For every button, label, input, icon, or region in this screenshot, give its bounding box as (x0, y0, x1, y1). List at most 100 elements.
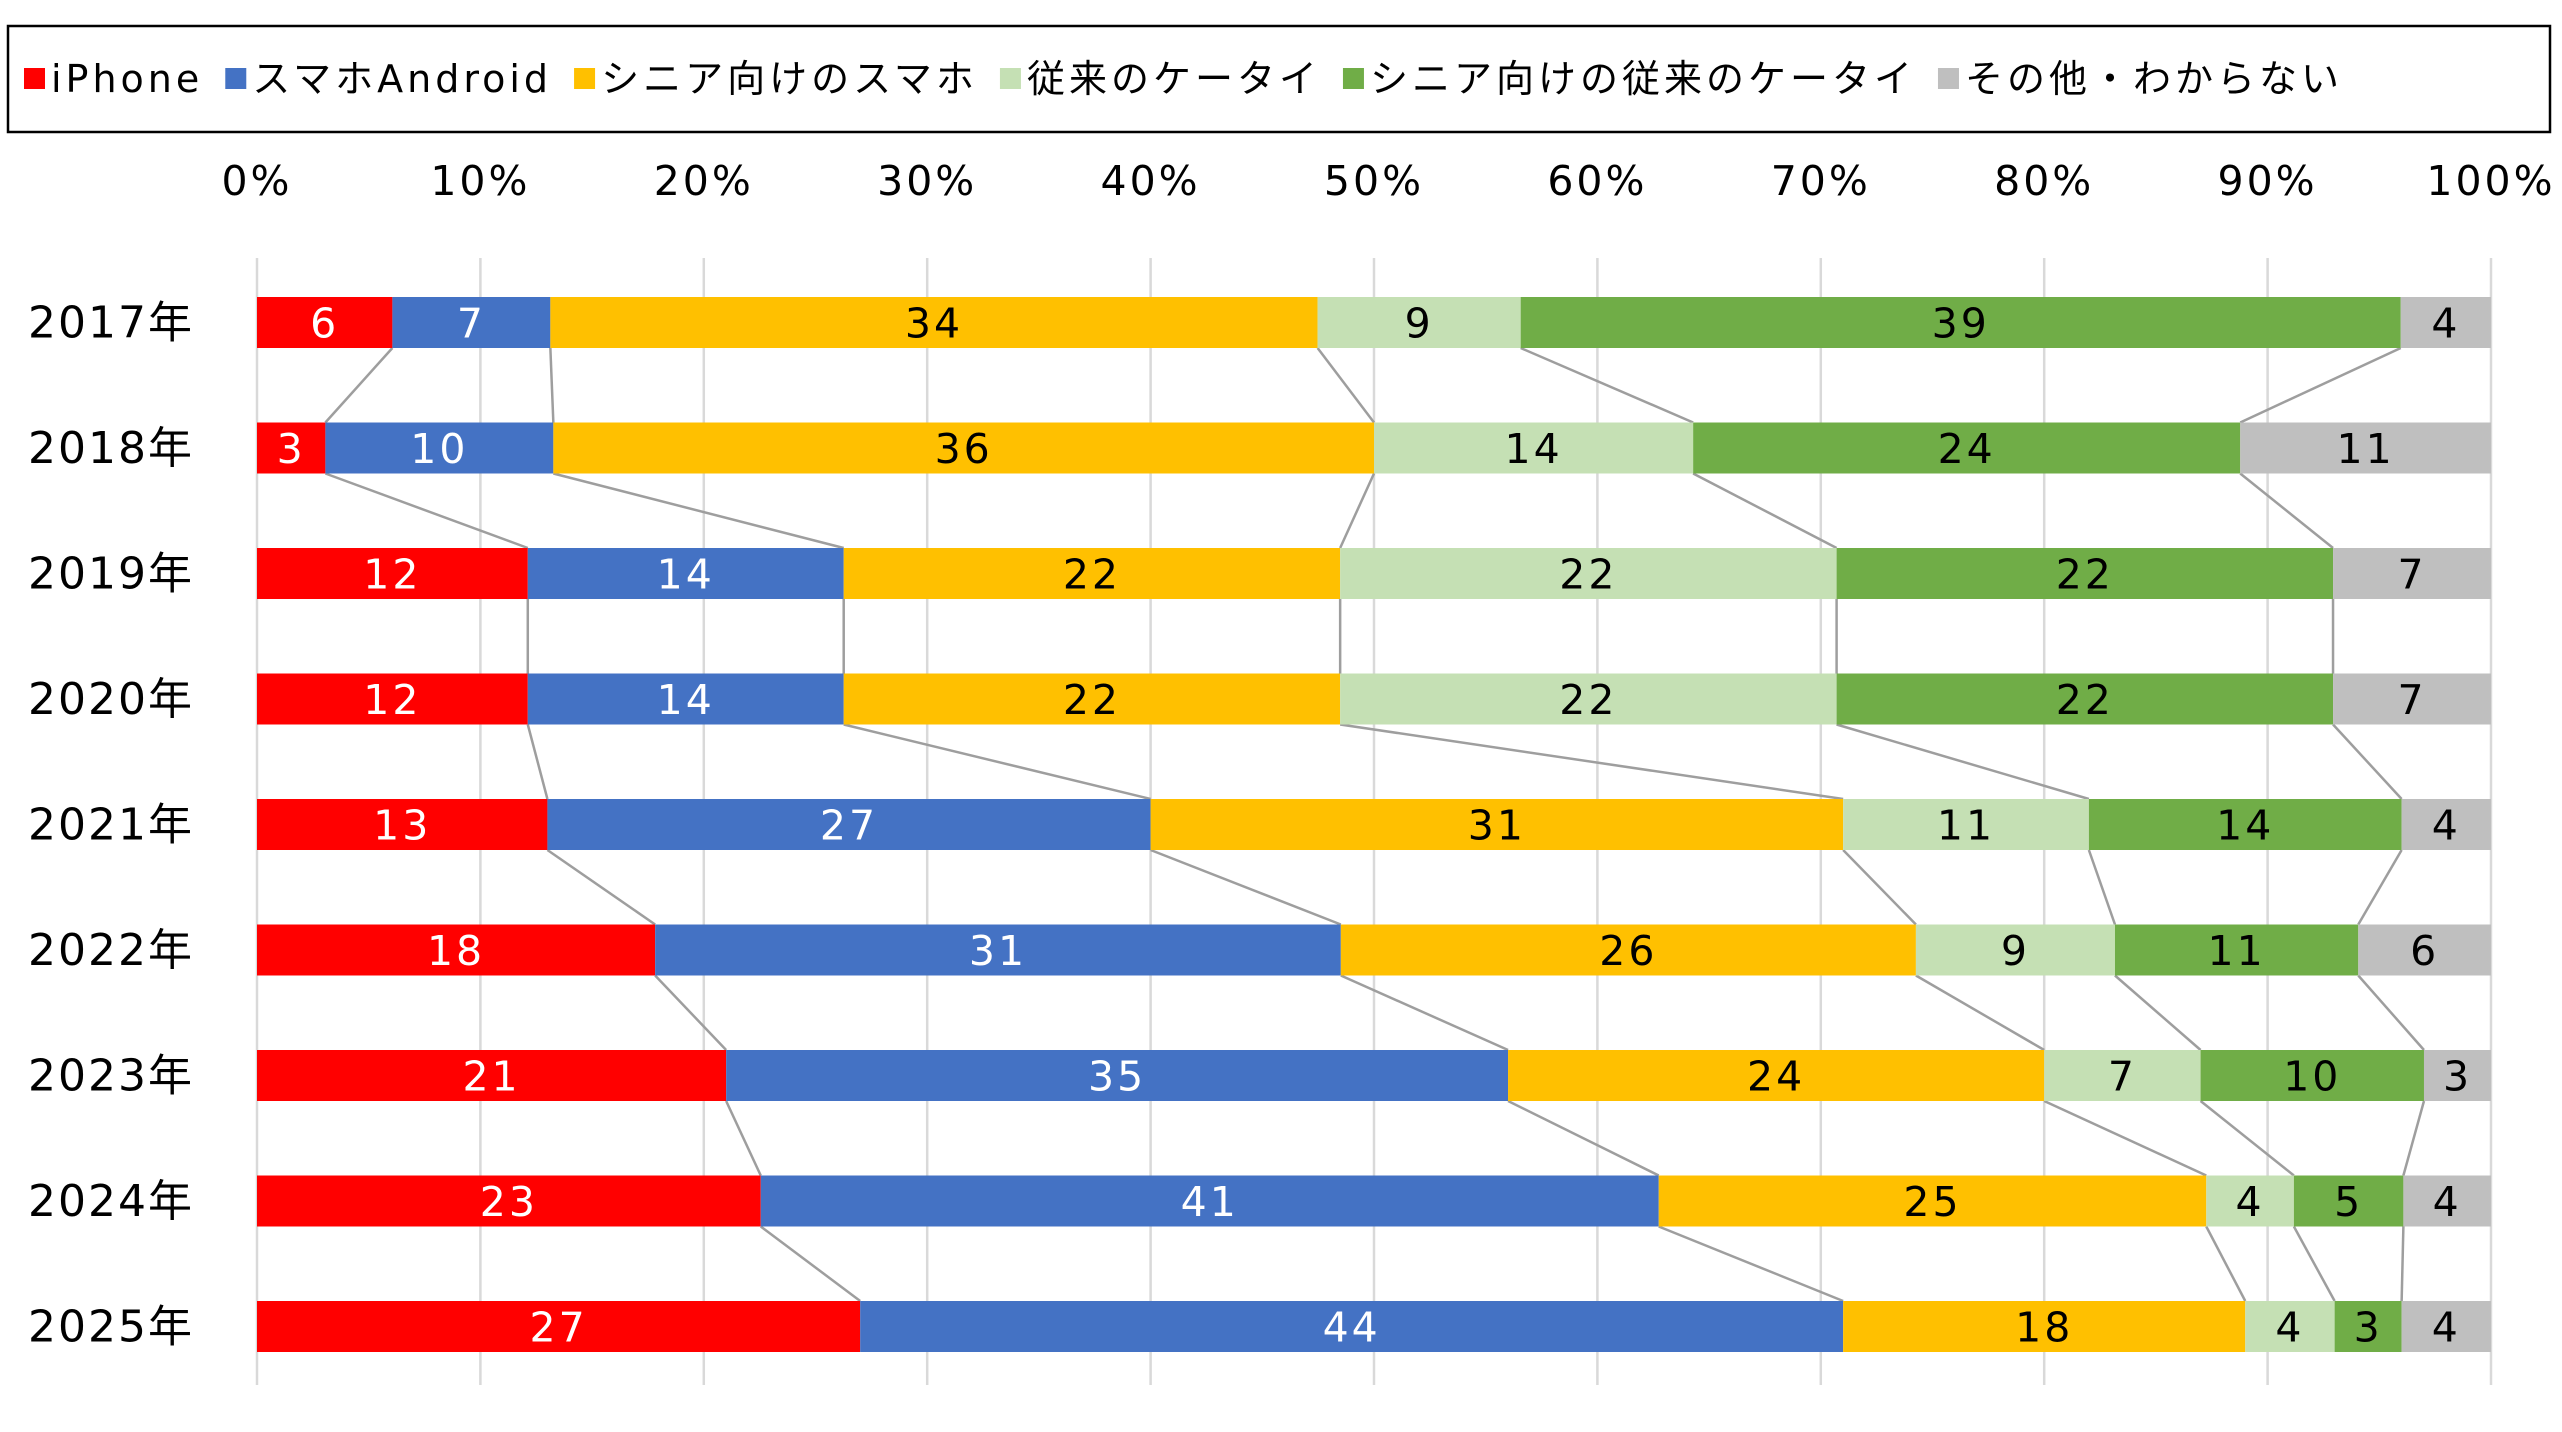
x-tick-label: 40% (1101, 157, 1201, 205)
data-label: 14 (1504, 425, 1562, 473)
legend-swatch-4 (1342, 68, 1364, 89)
bar-segment-series-0-cat-6 (257, 1050, 727, 1101)
bar-segment-series-1-cat-4 (547, 799, 1151, 850)
bar-segment-series-4-cat-2 (1836, 548, 2334, 599)
bar-segment-series-3-cat-2 (1340, 548, 1837, 599)
connector-line (546, 848, 656, 926)
data-label: 41 (1181, 1178, 1239, 1226)
bar-segment-series-2-cat-2 (843, 548, 1341, 599)
x-tick-label: 20% (654, 157, 754, 205)
data-label: 3 (2443, 1053, 2472, 1101)
legend-swatch-3 (999, 68, 1021, 89)
data-label: 31 (1468, 802, 1526, 850)
bar-segment-series-3-cat-4 (1843, 799, 2089, 850)
data-label: 7 (2397, 676, 2426, 724)
y-axis-category-labels: 2017年 2018年 2019年 2020年 2021年 2022年 2023年 2024年… (28, 298, 194, 1353)
data-label: 31 (969, 927, 1027, 975)
connector-line (324, 472, 529, 550)
bar-segment-series-1-cat-0 (392, 297, 551, 348)
bar-segment-series-5-cat-2 (2333, 548, 2491, 599)
bar-segment-series-1-cat-3 (527, 673, 844, 725)
bar-segment-series-0-cat-5 (257, 924, 656, 976)
bar-segment-series-0-cat-1 (257, 422, 326, 474)
bar-segment-series-5-cat-4 (2401, 799, 2491, 850)
bar-segment-series-2-cat-5 (1340, 924, 1916, 976)
data-label: 24 (1747, 1053, 1805, 1101)
bar-segment-series-0-cat-8 (257, 1301, 861, 1352)
connector-line (2114, 974, 2202, 1051)
bar-segment-series-4-cat-6 (2200, 1050, 2424, 1101)
data-label: 34 (905, 300, 963, 348)
data-label: 6 (310, 300, 339, 348)
data-label: 27 (530, 1304, 588, 1352)
connector-line (759, 1225, 861, 1303)
bar-segment-series-2-cat-3 (843, 673, 1341, 725)
data-label: 18 (2015, 1304, 2073, 1352)
category-label-1: 2018年 (28, 423, 194, 474)
connector-line (2043, 1099, 2207, 1177)
connector-line (1658, 1225, 1844, 1303)
connector-line (2239, 346, 2402, 424)
category-label-3: 2020年 (28, 674, 194, 725)
data-label: 12 (363, 551, 421, 599)
legend-label-5: その他・わからない (1965, 57, 2343, 101)
bar-segment-series-1-cat-2 (527, 548, 844, 599)
bar-segment-series-5-cat-5 (2358, 924, 2491, 976)
data-label: 22 (1063, 551, 1121, 599)
data-label: 4 (2236, 1178, 2265, 1226)
bar-segment-series-5-cat-8 (2401, 1301, 2491, 1352)
bar-segment-series-5-cat-1 (2240, 422, 2491, 474)
data-label: 4 (2432, 802, 2461, 850)
bar-segment-series-2-cat-6 (1508, 1050, 2045, 1101)
legend-swatch-2 (574, 68, 596, 89)
bar-segment-series-2-cat-8 (1843, 1301, 2246, 1352)
category-label-8: 2025年 (28, 1302, 194, 1353)
data-label: 7 (457, 300, 486, 348)
data-label: 25 (1903, 1178, 1961, 1226)
x-tick-label: 0% (221, 157, 292, 205)
connector-line (553, 472, 845, 550)
data-label: 39 (1932, 300, 1990, 348)
bar-segment-series-2-cat-1 (553, 422, 1374, 474)
x-tick-label: 100% (2426, 157, 2555, 205)
bar-segment-series-3-cat-7 (2206, 1175, 2294, 1227)
data-label: 14 (657, 676, 715, 724)
bar-segment-series-1-cat-8 (860, 1301, 1844, 1352)
data-label: 11 (2208, 927, 2266, 975)
bar-segment-series-0-cat-3 (257, 673, 528, 725)
bar-segment-series-5-cat-6 (2423, 1050, 2491, 1101)
bar-segment-series-3-cat-3 (1340, 673, 1837, 725)
connector-line (549, 347, 555, 423)
data-label: 11 (1937, 802, 1995, 850)
connector-line (1340, 974, 1509, 1052)
category-label-7: 2024年 (28, 1176, 194, 1227)
data-label: 7 (2397, 551, 2426, 599)
bar-segment-series-3-cat-1 (1374, 422, 1694, 474)
bar-segment-series-3-cat-0 (1317, 297, 1521, 348)
x-tick-label: 90% (2218, 157, 2318, 205)
data-label: 4 (2432, 1304, 2461, 1352)
data-label: 22 (2056, 676, 2114, 724)
legend-swatch-1 (225, 68, 247, 89)
data-label: 9 (1405, 300, 1434, 348)
category-label-0: 2017年 (28, 298, 194, 349)
connector-line (1507, 1099, 1660, 1177)
connector-line (2205, 1225, 2247, 1302)
bar-segment-series-0-cat-4 (257, 799, 548, 850)
data-label: 4 (2275, 1304, 2304, 1352)
category-label-4: 2021年 (28, 800, 194, 851)
bar-segment-series-0-cat-7 (257, 1175, 761, 1227)
connector-line (654, 974, 728, 1051)
bar-segment-series-4-cat-0 (1520, 297, 2401, 348)
legend-label-2: シニア向けのスマホ (601, 57, 978, 101)
bar-segment-series-3-cat-5 (1915, 924, 2115, 976)
connector-line (1339, 723, 1844, 801)
data-label: 35 (1088, 1053, 1146, 1101)
connector-line (725, 1100, 762, 1177)
connector-line (1692, 472, 1838, 550)
connector-line (1150, 848, 1342, 926)
legend-swatch-0 (24, 68, 45, 89)
bar-segment-series-4-cat-4 (2088, 799, 2402, 850)
